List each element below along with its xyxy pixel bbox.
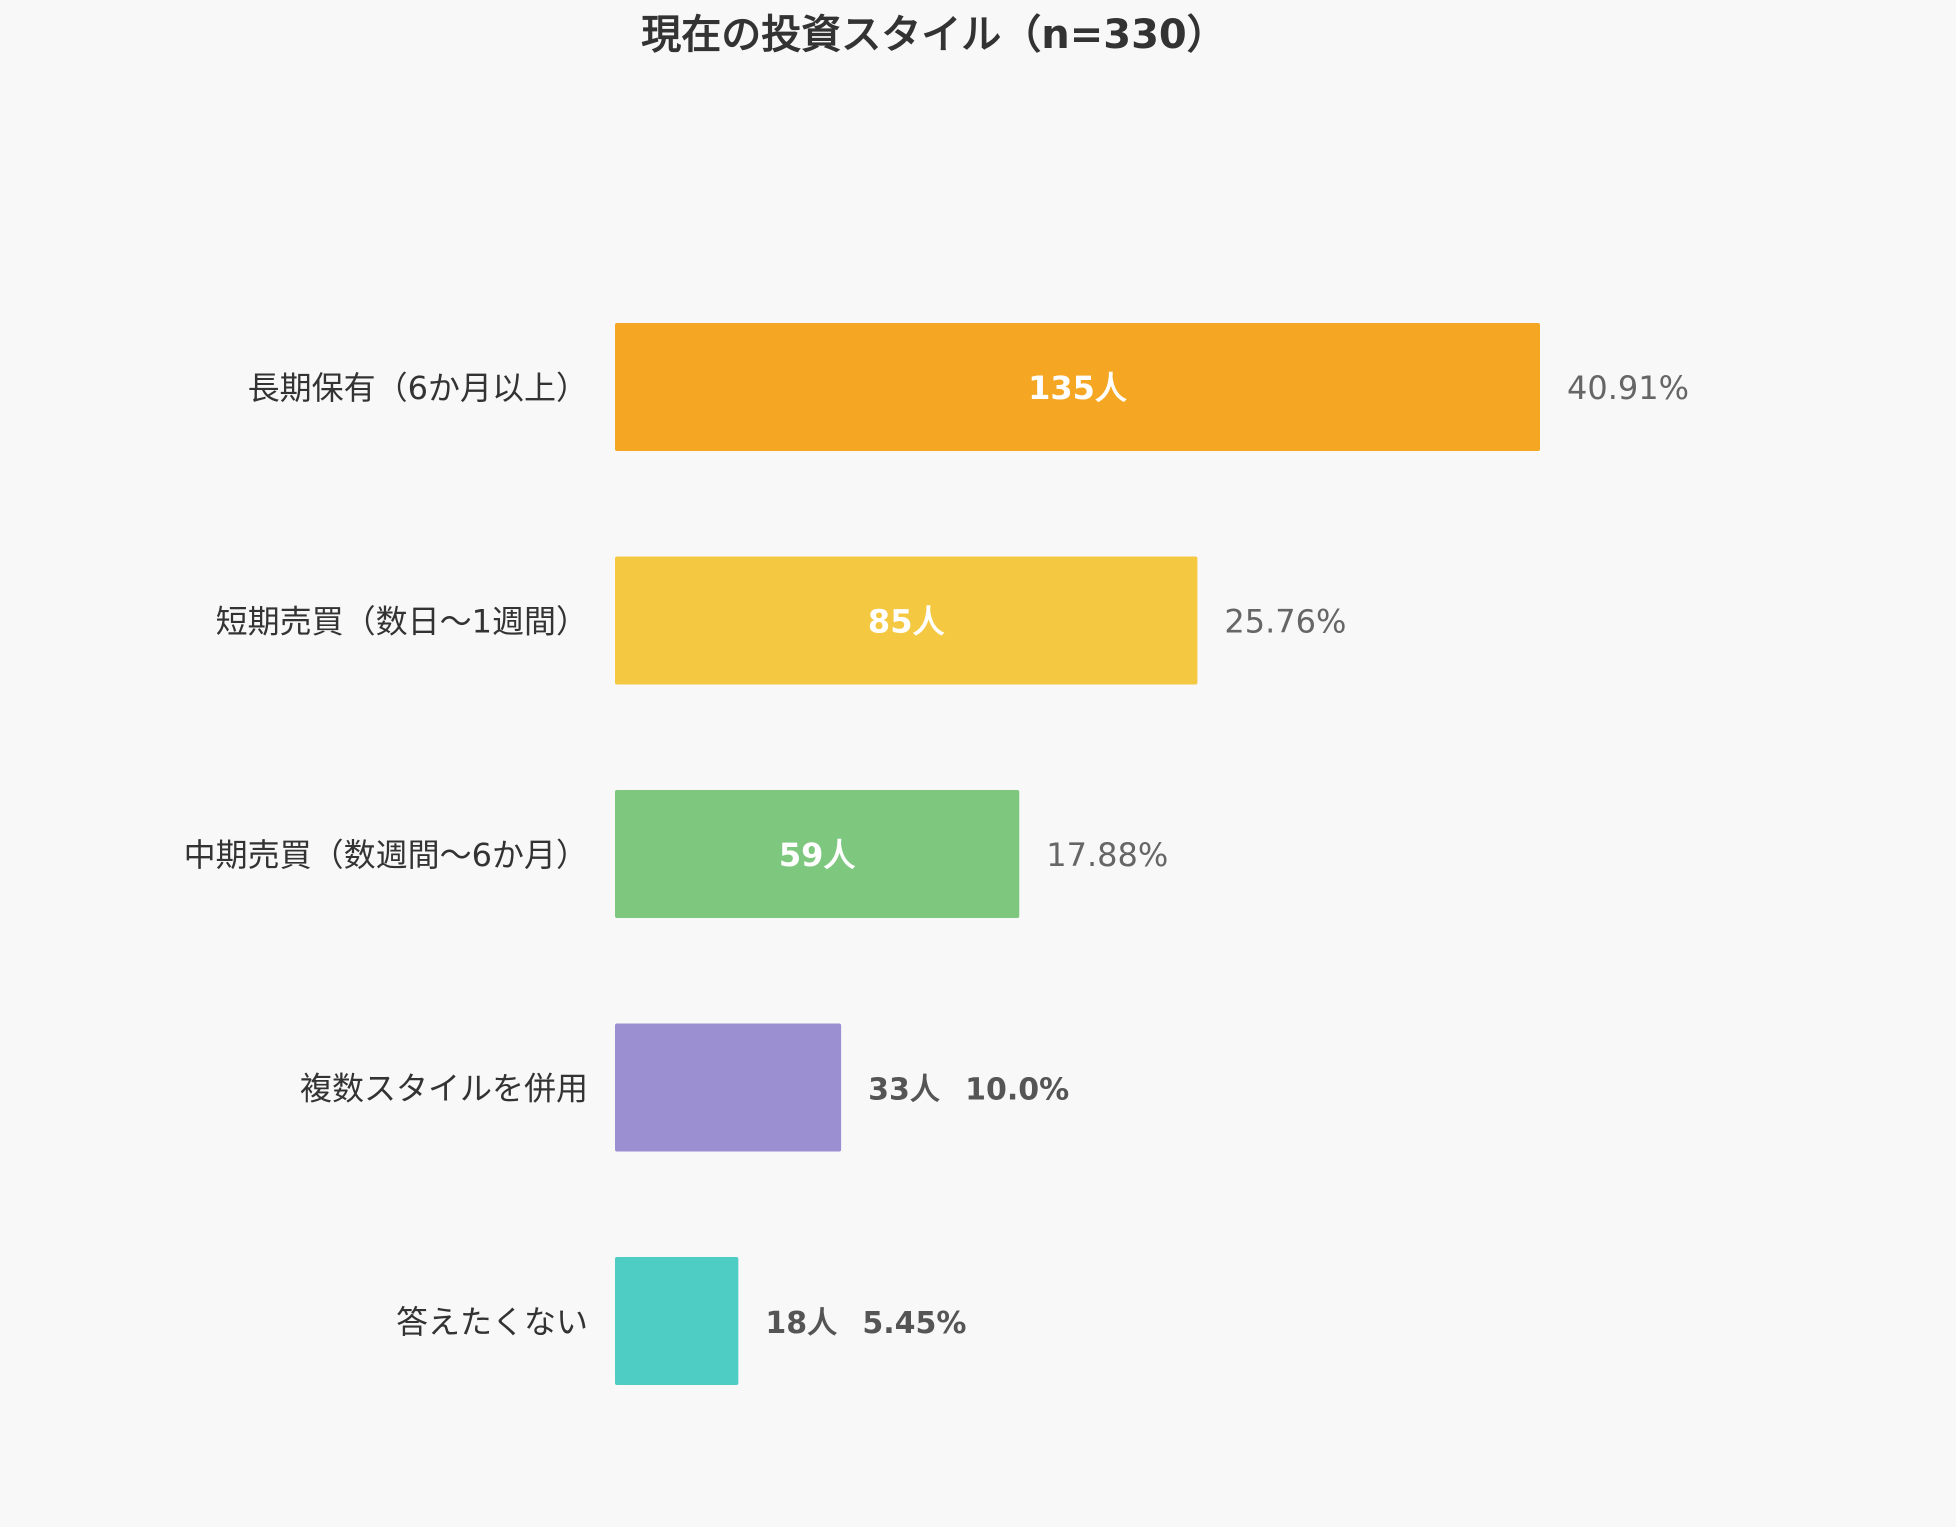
- bar: [615, 1257, 739, 1385]
- count-label: 135人: [1028, 369, 1127, 407]
- percent-label: 40.91%: [1567, 369, 1689, 407]
- percent-label: 5.45%: [862, 1306, 966, 1341]
- bar: [615, 556, 1198, 685]
- chart-title: 現在の投資スタイル（n=330）: [641, 12, 1227, 58]
- category-label: 短期売買（数日〜1週間）: [216, 603, 588, 641]
- category-label: 中期売買（数週間〜6か月）: [184, 836, 588, 874]
- percent-label: 25.76%: [1224, 603, 1346, 641]
- count-label: 85人: [868, 603, 945, 641]
- category-label: 複数スタイルを併用: [300, 1070, 588, 1108]
- bars-layer: 長期保有（6か月以上） 135人 40.91% 短期売買（数日〜1週間） 85人 25.7…: [184, 323, 1689, 1385]
- count-label: 33人: [868, 1073, 940, 1108]
- bar: [615, 790, 1020, 918]
- percent-label: 17.88%: [1046, 836, 1168, 874]
- category-label: 長期保有（6か月以上）: [248, 369, 588, 407]
- count-label: 59人: [779, 836, 856, 874]
- bar: [615, 1023, 842, 1152]
- count-label: 18人: [765, 1306, 837, 1341]
- category-label: 答えたくない: [396, 1303, 588, 1341]
- percent-label: 10.0%: [965, 1073, 1069, 1108]
- bar: [615, 323, 1540, 451]
